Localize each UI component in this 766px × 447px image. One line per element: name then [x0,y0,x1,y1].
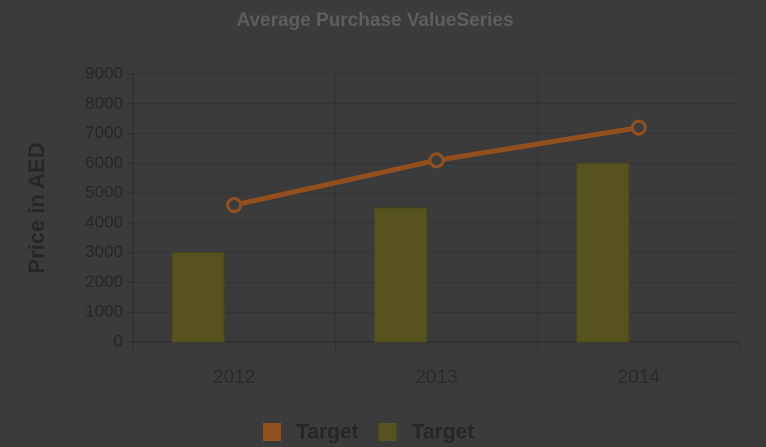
x-tick-label: 2014 [618,367,661,388]
line-marker [630,119,647,136]
y-tick-label: 1000 [85,302,123,321]
y-tick-label: 7000 [85,123,123,142]
y-tick-label: 9000 [85,63,123,82]
legend-swatch [378,423,397,441]
bar [171,252,225,343]
y-tick-label: 6000 [85,153,123,172]
y-tick-label: 4000 [85,212,123,231]
legend-swatch [263,423,281,441]
line-marker [226,197,243,214]
x-tick-label: 2013 [415,367,457,388]
legend-label: Target [296,421,359,444]
line-marker [428,152,445,169]
chart-title: Average Purchase ValueSeries [236,10,513,31]
bar [374,207,427,343]
y-tick-label: 0 [114,331,123,350]
y-tick-label: 3000 [85,242,123,261]
y-axis-label: Price in AED [24,142,49,273]
bar [576,162,630,343]
y-tick-label: 5000 [85,183,123,202]
legend-label: Target [412,421,475,444]
y-tick-label: 8000 [85,93,123,112]
x-tick-label: 2012 [213,367,255,388]
y-tick-label: 2000 [85,272,123,291]
